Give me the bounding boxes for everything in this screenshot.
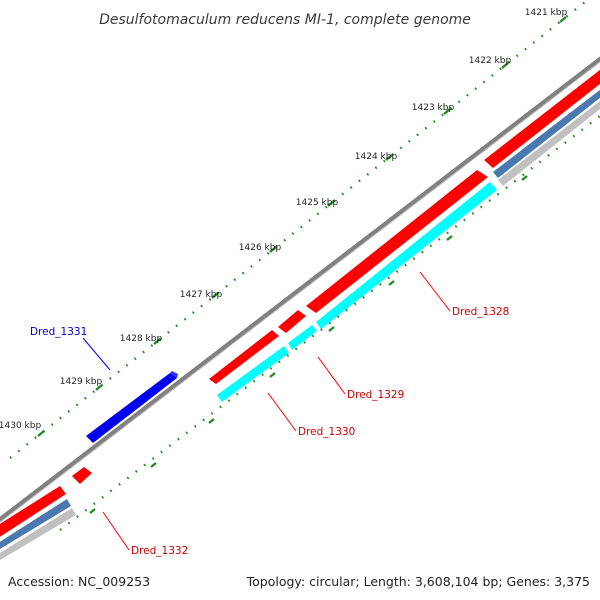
inner-tick [388,280,395,286]
accession-text: Accession: NC_009253 [8,574,150,589]
gene-dred-1331-arrow-tip [170,371,178,378]
cds-dred-1328[interactable] [316,182,497,329]
tick-label: 1422 kbp [469,56,512,66]
gene-dred-1329-arrow[interactable] [278,310,306,333]
leader-line-dred-1330 [267,392,297,432]
major-tick-1423 [443,108,451,115]
tick-label: 1423 kbp [412,103,455,113]
light-track-upper [498,100,600,186]
gene-label-dred-1330[interactable]: Dred_1330 [298,426,355,438]
major-tick-1421 [559,16,567,23]
red-track-segment-lower [0,486,66,537]
tick-labels: 1421 kbp 1422 kbp 1423 kbp 1424 kbp 1425… [0,8,567,431]
major-tick-1427 [211,292,219,299]
inner-tick [150,462,157,468]
gene-label-dred-1329[interactable]: Dred_1329 [347,389,404,401]
major-tick-1422 [501,62,509,69]
tick-label: 1427 kbp [180,290,223,300]
genome-summary-text: Topology: circular; Length: 3,608,104 bp… [246,574,590,589]
inner-tick [328,326,335,332]
gene-dred-1332-arrow[interactable] [72,467,92,484]
tick-label: 1426 kbp [239,243,282,253]
gene-label-dred-1332[interactable]: Dred_1332 [131,545,188,557]
leader-line-dred-1332 [102,511,130,551]
tick-label: 1424 kbp [355,152,398,162]
red-track-segment-upper [484,69,600,168]
tick-label: 1425 kbp [296,198,339,208]
light-track-lower [0,508,76,561]
gene-label-dred-1331[interactable]: Dred_1331 [30,326,87,338]
major-tick-1424 [385,154,393,161]
gene-dred-1331-arrow[interactable] [86,373,177,443]
inner-ruler-dots [59,115,600,531]
major-tick-1429 [95,384,103,391]
steel-track-lower [0,499,71,549]
ruler-track [9,0,590,459]
inner-tick [446,235,453,241]
leader-line-dred-1329 [317,356,346,395]
tick-label: 1428 kbp [120,334,163,344]
major-tick-1428 [153,338,161,345]
genome-backbone-shadow [0,61,600,523]
inner-tick [521,175,528,181]
major-tick-1430 [37,430,45,437]
tick-label: 1421 kbp [525,8,568,18]
map-title: Desulfotomaculum reducens MI-1, complete… [99,12,471,28]
steel-track-upper [493,89,600,178]
genome-backbone [0,56,600,522]
gene-dred-1330-arrow[interactable] [209,330,279,384]
tick-label: 1430 kbp [0,421,41,431]
cds-dred-1330[interactable] [217,346,289,402]
gene-dred-1328-arrow[interactable] [306,170,488,313]
inner-tick [89,508,96,514]
leader-line-dred-1328 [419,271,451,312]
inner-tick [208,418,215,424]
cds-dred-1329[interactable] [288,325,317,350]
tick-label: 1429 kbp [60,377,103,387]
inner-tick [269,372,276,378]
gene-label-dred-1328[interactable]: Dred_1328 [452,306,509,318]
major-tick-1426 [269,246,277,253]
major-tick-1425 [327,200,335,207]
leader-line-dred-1331 [82,337,111,371]
